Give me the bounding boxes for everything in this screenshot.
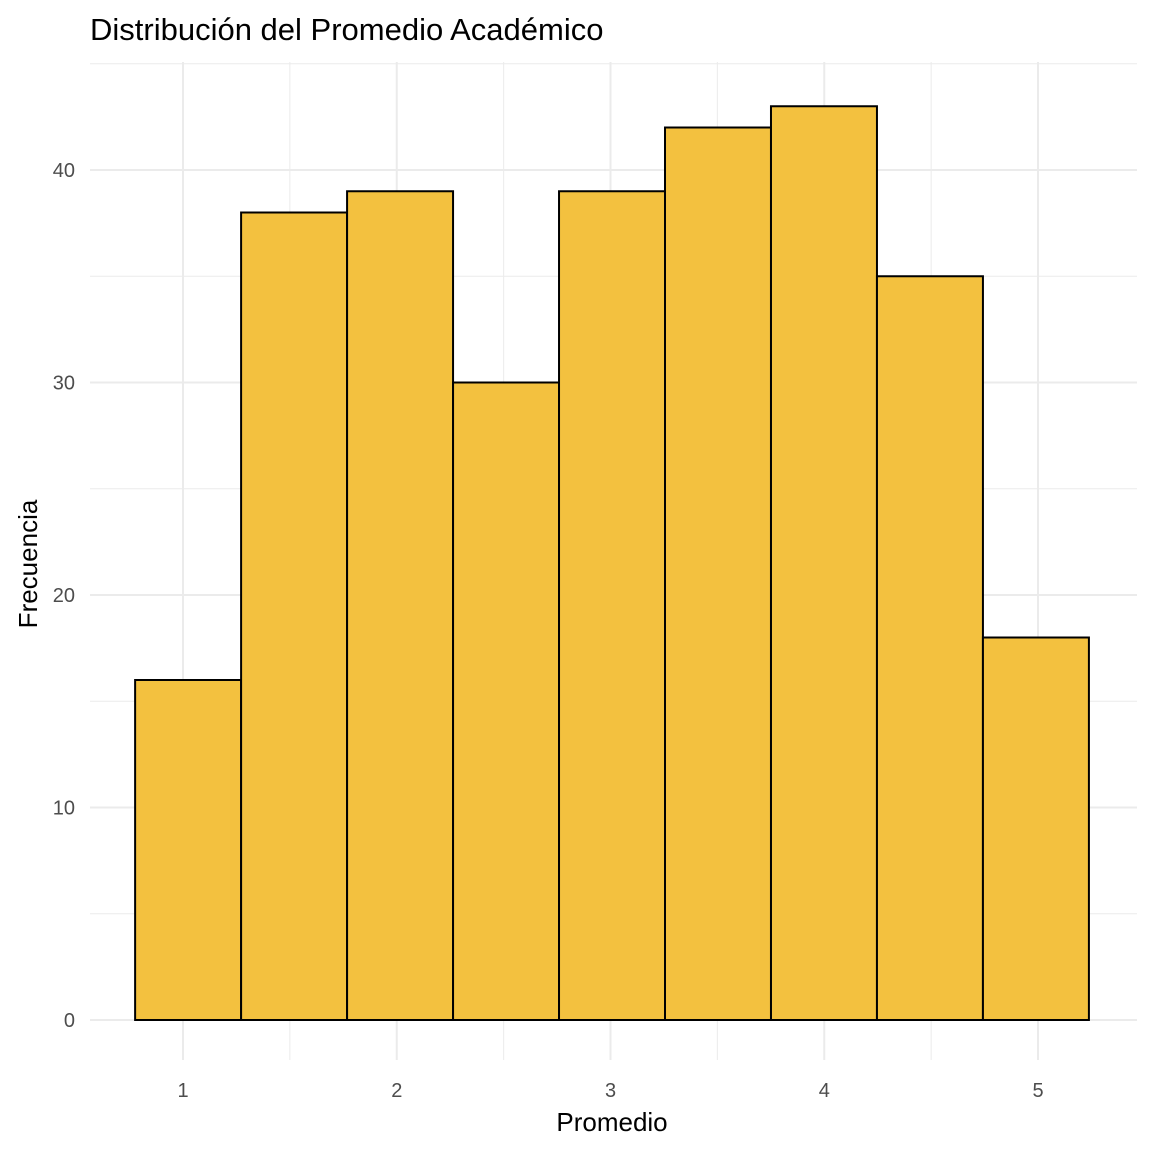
y-tick-label: 0	[64, 1010, 75, 1032]
y-axis-title: Frecuencia	[13, 499, 43, 628]
x-tick-label: 2	[391, 1080, 402, 1102]
x-axis-title: Promedio	[556, 1107, 667, 1137]
histogram-bar	[875, 275, 984, 1021]
y-tick-label: 10	[53, 798, 75, 820]
x-tick-label: 5	[1032, 1080, 1043, 1102]
histogram-bar	[134, 679, 243, 1021]
chart-title: Distribución del Promedio Académico	[90, 12, 603, 47]
x-axis-ticks: 1 2 3 4 5	[177, 1080, 1043, 1102]
histogram-bar	[769, 105, 878, 1021]
x-tick-label: 4	[819, 1080, 830, 1102]
histogram-bar	[981, 636, 1090, 1021]
y-axis-ticks: 0 10 20 30 40	[53, 160, 75, 1032]
histogram-bar	[240, 211, 349, 1021]
histogram-bar	[558, 190, 667, 1021]
histogram-bar	[346, 190, 455, 1021]
bars	[134, 105, 1090, 1021]
x-tick-label: 3	[605, 1080, 616, 1102]
y-tick-label: 30	[53, 373, 75, 395]
y-tick-label: 20	[53, 585, 75, 607]
y-tick-label: 40	[53, 160, 75, 182]
histogram-bar	[452, 381, 561, 1021]
histogram-bar	[664, 126, 772, 1021]
x-tick-label: 1	[177, 1080, 188, 1102]
